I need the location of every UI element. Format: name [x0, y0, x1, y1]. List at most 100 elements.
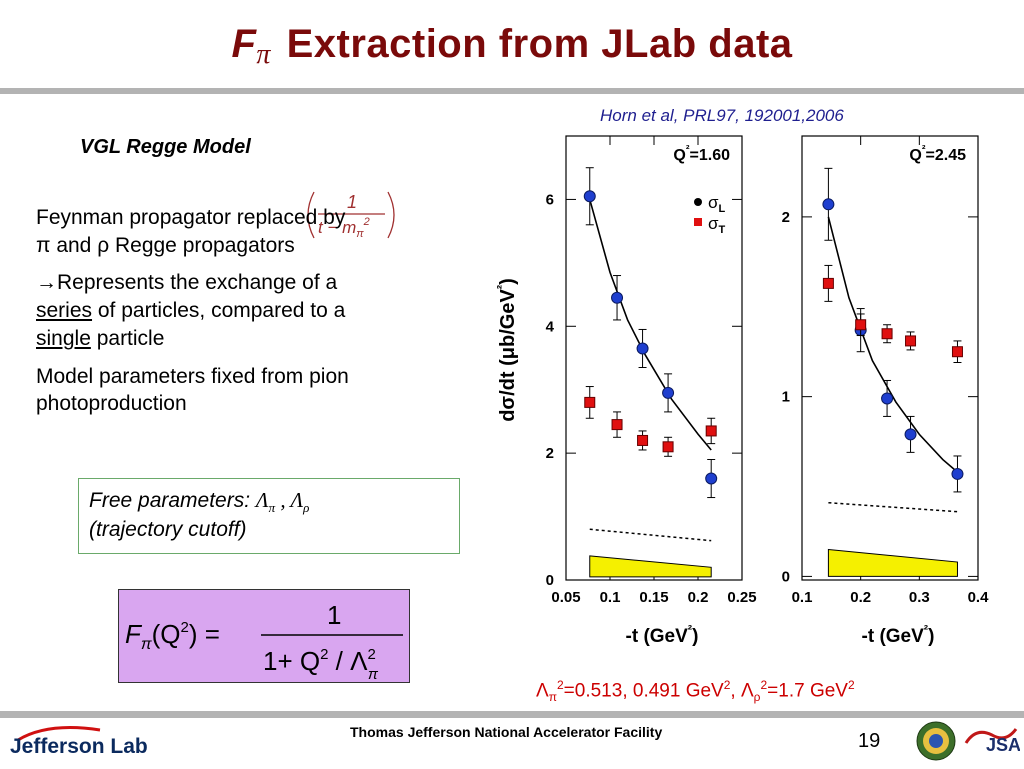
panel-label-1: Q²=1.60	[673, 144, 730, 164]
lambda-pi-sup-label: 2	[556, 678, 564, 692]
formula-numerator: 1	[327, 600, 341, 630]
panel-label-value: =2.45	[926, 147, 967, 164]
jsa-logo-icon: JSA	[964, 728, 1020, 755]
lambda-pi-value: =0.513, 0.491 GeV	[563, 680, 724, 702]
data-point-sigma-t	[611, 419, 623, 431]
legend-sigma-t-marker	[694, 218, 702, 226]
y-tick-label: 4	[546, 318, 555, 335]
prop-sup: 2	[363, 216, 370, 228]
bullet-1-line1: Feynman propagator replaced by	[36, 206, 346, 229]
footer-organization: Thomas Jefferson National Accelerator Fa…	[350, 724, 663, 740]
panel-label-2: Q²=2.45	[909, 144, 966, 164]
lambda-pi-label: Λ	[536, 680, 549, 702]
formula-arg: (Q	[152, 619, 181, 649]
formula-den-q: 1+ Q	[263, 646, 320, 676]
data-point-sigma-t	[637, 434, 649, 446]
citation: Horn et al, PRL97, 192001,2006	[600, 106, 844, 125]
lambda-rho-sup-label: 2	[760, 678, 768, 692]
title-subscript: π	[256, 39, 271, 70]
free-params-note: (trajectory cutoff)	[89, 518, 247, 542]
x-axis-label-text: -t (GeV	[626, 626, 689, 647]
data-point-sigma-l	[881, 392, 894, 405]
free-parameters-box: Free parameters: Λπ , Λρ (trajectory cut…	[78, 478, 460, 554]
legend-sigma-l-symbol: σ	[708, 193, 719, 212]
model-sigma-l-curve	[588, 199, 712, 451]
lambda-values: Λπ2=0.513, 0.491 GeV2, Λρ2=1.7 GeV2	[536, 678, 855, 704]
legend-sigma-l-sub: L	[719, 203, 726, 215]
x-tick-label: 0.2	[850, 589, 871, 606]
legend-sigma-l-marker	[694, 198, 702, 206]
formula-f-sub: π	[141, 636, 152, 653]
y-tick-label: 6	[546, 191, 554, 208]
bullet-2-series: series	[36, 299, 93, 323]
arrow-icon: →	[36, 271, 57, 295]
prop-numerator: 1	[347, 192, 357, 212]
y-axis-label-sup: ²	[494, 284, 509, 289]
data-point-sigma-t	[855, 319, 867, 331]
jsa-logo-text: JSA	[986, 735, 1020, 755]
data-point-sigma-l	[705, 472, 718, 485]
data-point-sigma-l	[636, 342, 649, 355]
title-text: Extraction from JLab data	[274, 22, 793, 66]
lambda-rho-unit-sup: 2	[847, 678, 855, 692]
x-tick-label: 0.25	[727, 589, 756, 606]
x-axis-label-close: )	[692, 626, 698, 647]
x-tick-label: 0.3	[909, 589, 930, 606]
lambda-rho-sub: ρ	[303, 500, 310, 516]
panel-label-value: =1.60	[690, 147, 731, 164]
doe-seal-icon	[916, 721, 956, 761]
svg-text:t − mπ2: t − mπ2	[318, 216, 370, 240]
data-point-sigma-l	[583, 190, 596, 203]
bullet-2-text1: Represents the exchange of a	[57, 271, 338, 295]
formula-den-lambda-sub: π	[368, 666, 379, 683]
legend-sigma-l-label: σL	[708, 193, 726, 215]
model-uncertainty-band	[589, 555, 712, 578]
legend-sigma-t-sub: T	[719, 224, 726, 236]
plot-frame-2	[801, 135, 979, 581]
footer-divider	[0, 711, 1024, 718]
bullet-2: →Represents the exchange of a series of p…	[36, 269, 466, 352]
y-axis-label: dσ/dt (μb/GeV²)	[494, 278, 519, 422]
formula-den-lambda: / Λ	[328, 646, 368, 676]
lambda-rho-value: =1.7 GeV	[767, 680, 848, 702]
x-tick-label: 0.1	[792, 589, 813, 606]
form-factor-formula-svg: Fπ(Q2) = 1 1+ Q2 / Λ2 π	[125, 600, 403, 683]
x-axis-label-sup: ²	[924, 622, 929, 637]
x-tick-label: 0.2	[688, 589, 709, 606]
y-axis-label-close: )	[497, 278, 519, 285]
lambda-rho-symbol: , Λ	[275, 488, 304, 512]
data-point-sigma-l	[822, 198, 835, 211]
panel-label-sup: ²	[922, 144, 926, 156]
legend-sigma-t-symbol: σ	[708, 214, 719, 233]
propagator-formula: 1 t − mπ2	[307, 191, 395, 240]
panel-label-sup: ²	[686, 144, 690, 156]
bullet-2-text2: of particles, compared to a	[92, 299, 346, 323]
bullet-2-single: single	[36, 326, 91, 350]
data-point-sigma-l	[611, 291, 624, 304]
bullet-1: Feynman propagator replaced by π and ρ Re…	[36, 204, 466, 259]
data-point-sigma-t	[705, 425, 717, 437]
lambda-pi-symbol: Λ	[255, 488, 269, 512]
y-tick-label: 1	[782, 389, 790, 406]
slide-title: Fπ Extraction from JLab data	[0, 22, 1024, 71]
model-sigma-l-curve	[827, 216, 958, 473]
prop-t: t	[318, 218, 324, 237]
model-sigma-t-dashed-curve	[828, 501, 958, 513]
data-point-sigma-t	[822, 277, 834, 289]
data-point-sigma-t	[662, 441, 674, 453]
free-params-label: Free parameters:	[89, 489, 256, 512]
data-point-sigma-t	[584, 396, 596, 408]
model-heading: VGL Regge Model	[80, 136, 251, 158]
title-divider	[0, 88, 1024, 94]
svg-text:1+ Q2 / Λ2π: 1+ Q2 / Λ2 π	[263, 646, 379, 683]
lambda-rho-sub-label: ρ	[753, 690, 761, 705]
x-axis-label-sup: ²	[688, 622, 693, 637]
legend-sigma-t-label: σT	[708, 214, 726, 236]
panel-label-q: Q	[673, 147, 685, 164]
prop-minus-m: − m	[323, 218, 357, 237]
formula-arg-sup: 2	[181, 619, 189, 636]
x-axis-label-1: -t (GeV²)	[626, 622, 699, 647]
y-tick-label: 2	[546, 445, 554, 462]
x-axis-label-close: )	[928, 626, 934, 647]
bullet-2-text3: particle	[90, 326, 165, 350]
